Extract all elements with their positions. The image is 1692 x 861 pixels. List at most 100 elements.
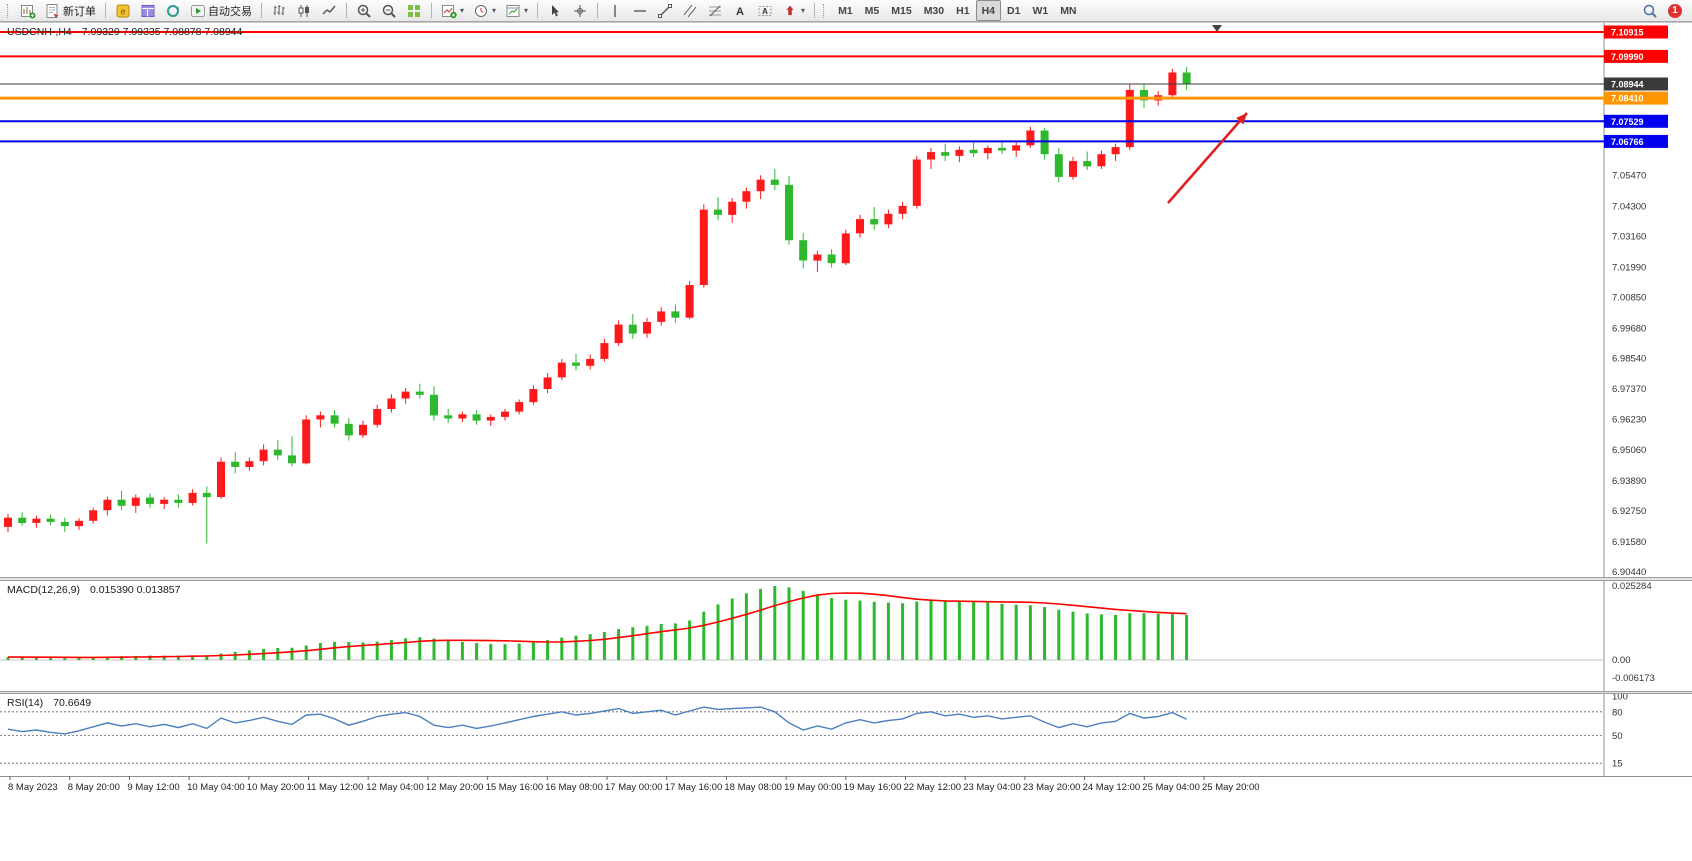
notification-badge[interactable]: 1 xyxy=(1668,3,1682,18)
cursor-tool-button[interactable] xyxy=(543,0,567,21)
macd-header: MACD(12,26,9) 0.015390 0.013857 xyxy=(7,584,180,596)
zoom-out-button[interactable] xyxy=(377,0,401,21)
timeframe-w1-button[interactable]: W1 xyxy=(1032,4,1049,17)
new-order-button[interactable]: 新订单 xyxy=(41,0,100,21)
timeframe-m1-button[interactable]: M1 xyxy=(838,4,853,17)
fibonacci-tool-button[interactable] xyxy=(703,0,727,21)
tile-windows-button[interactable] xyxy=(402,0,426,21)
metaeditor-button[interactable]: e xyxy=(111,0,135,21)
arrow-object-icon xyxy=(786,5,794,15)
svg-text:25 May 20:00: 25 May 20:00 xyxy=(1202,782,1260,793)
svg-text:12 May 04:00: 12 May 04:00 xyxy=(366,782,424,793)
svg-text:11 May 12:00: 11 May 12:00 xyxy=(307,782,364,793)
svg-text:23 May 04:00: 23 May 04:00 xyxy=(963,782,1021,793)
text-label-tool-button[interactable]: A xyxy=(753,0,777,21)
text-tool-button[interactable]: A xyxy=(728,0,752,21)
indicators-button[interactable]: ▾ xyxy=(437,0,468,21)
text-label-icon: A xyxy=(758,5,772,16)
rsi-panel: RSI(14) 70.6649 100 80 50 15 xyxy=(0,694,1692,776)
time-axis[interactable]: 8 May 2023 8 May 20:00 9 May 12:00 10 May 0… xyxy=(0,776,1692,796)
svg-text:6.98540: 6.98540 xyxy=(1612,353,1646,364)
svg-text:19 May 00:00: 19 May 00:00 xyxy=(784,782,842,793)
toolbar-separator xyxy=(261,3,262,18)
panel-splitter[interactable] xyxy=(0,691,1692,694)
svg-text:17 May 00:00: 17 May 00:00 xyxy=(605,782,663,793)
svg-text:18 May 08:00: 18 May 08:00 xyxy=(724,782,782,793)
periods-clock-icon xyxy=(475,4,488,17)
svg-text:6.93890: 6.93890 xyxy=(1612,476,1646,487)
svg-text:6.91580: 6.91580 xyxy=(1612,537,1646,548)
rsi-value-label: 70.6649 xyxy=(53,697,92,709)
svg-text:7.08410: 7.08410 xyxy=(1611,94,1644,104)
rsi-canvas[interactable]: 100 80 50 15 xyxy=(0,694,1692,776)
strategy-tester-button[interactable] xyxy=(161,0,185,21)
timeframe-m15-button[interactable]: M15 xyxy=(891,4,912,17)
autotrading-button[interactable]: 自动交易 xyxy=(186,0,256,21)
timeframe-h4-button[interactable]: H4 xyxy=(975,0,1001,21)
svg-text:8 May 20:00: 8 May 20:00 xyxy=(68,782,120,793)
zoom-in-button[interactable] xyxy=(352,0,376,21)
timeframe-h1-button[interactable]: H1 xyxy=(956,4,970,17)
svg-text:17 May 16:00: 17 May 16:00 xyxy=(665,782,723,793)
new-chart-button[interactable] xyxy=(16,0,40,21)
rsi-name-label: RSI(14) xyxy=(7,697,44,709)
chart-header: USDCNH-,H4 7.09329 7.09335 7.08878 7.0894… xyxy=(7,26,242,38)
data-window-button[interactable] xyxy=(136,0,160,21)
svg-text:24 May 12:00: 24 May 12:00 xyxy=(1083,782,1141,793)
svg-text:15 May 16:00: 15 May 16:00 xyxy=(486,782,544,793)
indicators-icon xyxy=(442,4,457,18)
arrows-tool-button[interactable]: ▾ xyxy=(778,0,809,21)
svg-text:22 May 12:00: 22 May 12:00 xyxy=(904,782,962,793)
bottom-filler xyxy=(0,796,1692,861)
svg-text:7.01990: 7.01990 xyxy=(1612,262,1646,273)
horizontal-line-icon xyxy=(634,9,647,12)
main-chart-canvas[interactable]: 7.05470 7.04300 7.03160 7.01990 7.00850 6.996… xyxy=(0,23,1692,578)
svg-text:80: 80 xyxy=(1612,707,1623,718)
toolbar-grip[interactable] xyxy=(7,3,12,18)
crosshair-icon xyxy=(574,4,587,17)
timeframe-mn-button[interactable]: MN xyxy=(1060,4,1077,17)
text-icon: A xyxy=(736,6,744,18)
templates-icon xyxy=(506,4,520,17)
bar-chart-mode-icon xyxy=(273,4,285,15)
line-chart-mode-button[interactable] xyxy=(317,0,341,21)
toolbar-separator xyxy=(537,3,539,18)
svg-text:6.95060: 6.95060 xyxy=(1612,445,1646,456)
bar-chart-mode-button[interactable] xyxy=(267,0,291,21)
panel-splitter[interactable] xyxy=(0,577,1692,581)
horizontal-line-tool-button[interactable] xyxy=(628,0,652,21)
strategy-tester-icon xyxy=(167,4,180,17)
svg-text:7.08944: 7.08944 xyxy=(1611,80,1644,90)
ohlc-values-label: 7.09329 7.09335 7.08878 7.08944 xyxy=(81,26,243,38)
search-button[interactable] xyxy=(1638,0,1662,21)
crosshair-tool-button[interactable] xyxy=(568,0,592,21)
time-axis-canvas: 8 May 2023 8 May 20:00 9 May 12:00 10 May 0… xyxy=(0,776,1692,793)
vertical-line-tool-button[interactable] xyxy=(603,0,627,21)
svg-text:-0.006173: -0.006173 xyxy=(1612,673,1655,684)
new-order-label: 新订单 xyxy=(63,5,96,18)
svg-text:9 May 12:00: 9 May 12:00 xyxy=(127,782,179,793)
svg-text:16 May 08:00: 16 May 08:00 xyxy=(545,782,603,793)
svg-text:12 May 20:00: 12 May 20:00 xyxy=(426,782,484,793)
timeframe-d1-button[interactable]: D1 xyxy=(1007,4,1021,17)
svg-text:0.00: 0.00 xyxy=(1612,655,1631,666)
candlestick-mode-button[interactable] xyxy=(292,0,316,21)
svg-text:10 May 20:00: 10 May 20:00 xyxy=(247,782,305,793)
timeframe-m5-button[interactable]: M5 xyxy=(864,4,880,17)
timeframe-m30-button[interactable]: M30 xyxy=(923,4,945,17)
svg-text:7.09990: 7.09990 xyxy=(1611,52,1644,62)
periods-button[interactable]: ▾ xyxy=(469,0,500,21)
dropdown-caret-icon: ▾ xyxy=(492,6,497,15)
zoom-out-icon xyxy=(382,4,396,18)
new-order-icon xyxy=(46,3,59,18)
svg-text:7.03160: 7.03160 xyxy=(1612,232,1646,243)
trendline-tool-button[interactable] xyxy=(653,0,677,21)
templates-button[interactable]: ▾ xyxy=(501,0,532,21)
macd-canvas[interactable]: 0.025284 0.00 -0.006173 xyxy=(0,581,1692,691)
channel-tool-button[interactable] xyxy=(678,0,702,21)
toolbar-grip[interactable] xyxy=(823,3,829,18)
timeframes-group: M1 M5 M15 M30 H1 H4 D1 W1 MN xyxy=(832,0,1082,21)
toolbar-separator xyxy=(597,3,599,18)
svg-text:7.10915: 7.10915 xyxy=(1611,28,1644,38)
trendline-icon xyxy=(658,3,673,18)
